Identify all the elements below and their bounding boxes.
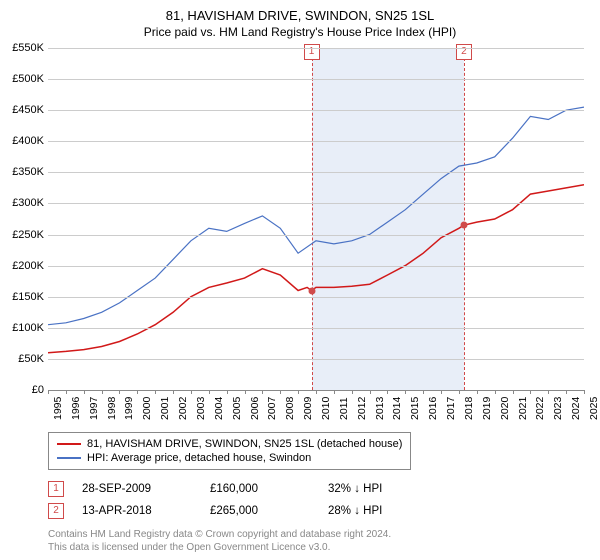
- x-label: 2010: [320, 384, 332, 420]
- footer: Contains HM Land Registry data © Crown c…: [48, 528, 391, 554]
- x-label: 1999: [123, 384, 135, 420]
- x-label: 2015: [409, 384, 421, 420]
- x-label: 2020: [499, 384, 511, 420]
- event-marker-2: 2: [48, 503, 64, 519]
- x-label: 2006: [249, 384, 261, 420]
- x-label: 2017: [445, 384, 457, 420]
- x-label: 1997: [88, 384, 100, 420]
- x-label: 2011: [338, 384, 350, 420]
- y-label: £450K: [0, 104, 44, 116]
- x-label: 2016: [427, 384, 439, 420]
- chart-subtitle: Price paid vs. HM Land Registry's House …: [0, 23, 600, 39]
- y-label: £350K: [0, 166, 44, 178]
- x-label: 2018: [463, 384, 475, 420]
- x-label: 1998: [106, 384, 118, 420]
- event-price-1: £160,000: [210, 483, 310, 495]
- x-label: 2012: [356, 384, 368, 420]
- x-label: 2003: [195, 384, 207, 420]
- x-label: 2023: [552, 384, 564, 420]
- legend-swatch-2: [57, 457, 81, 459]
- series-hpi: [48, 107, 584, 325]
- event-date-2: 13-APR-2018: [82, 505, 192, 517]
- legend: 81, HAVISHAM DRIVE, SWINDON, SN25 1SL (d…: [48, 432, 411, 470]
- x-label: 2024: [570, 384, 582, 420]
- x-label: 2007: [266, 384, 278, 420]
- y-label: £400K: [0, 135, 44, 147]
- x-label: 2002: [177, 384, 189, 420]
- event-date-1: 28-SEP-2009: [82, 483, 192, 495]
- x-label: 2021: [517, 384, 529, 420]
- chart-lines: [48, 48, 584, 390]
- x-label: 2009: [302, 384, 314, 420]
- legend-row-1: 81, HAVISHAM DRIVE, SWINDON, SN25 1SL (d…: [57, 437, 402, 451]
- event-hpi-2: 28% ↓ HPI: [328, 505, 428, 517]
- event-row-2: 2 13-APR-2018 £265,000 28% ↓ HPI: [48, 500, 428, 522]
- legend-label-2: HPI: Average price, detached house, Swin…: [87, 452, 311, 464]
- event-price-2: £265,000: [210, 505, 310, 517]
- legend-swatch-1: [57, 443, 81, 445]
- events-table: 1 28-SEP-2009 £160,000 32% ↓ HPI 2 13-AP…: [48, 478, 428, 522]
- x-label: 2013: [374, 384, 386, 420]
- x-label: 1996: [70, 384, 82, 420]
- y-label: £550K: [0, 42, 44, 54]
- y-label: £100K: [0, 322, 44, 334]
- y-label: £0: [0, 384, 44, 396]
- y-label: £300K: [0, 197, 44, 209]
- x-label: 2001: [159, 384, 171, 420]
- event-hpi-1: 32% ↓ HPI: [328, 483, 428, 495]
- legend-label-1: 81, HAVISHAM DRIVE, SWINDON, SN25 1SL (d…: [87, 438, 402, 450]
- legend-row-2: HPI: Average price, detached house, Swin…: [57, 451, 402, 465]
- chart-area: 1 2 £0£50K£100K£150K£200K£250K£300K£350K…: [48, 48, 584, 391]
- footer-line-2: This data is licensed under the Open Gov…: [48, 541, 391, 554]
- y-label: £200K: [0, 260, 44, 272]
- x-label: 2014: [391, 384, 403, 420]
- event-row-1: 1 28-SEP-2009 £160,000 32% ↓ HPI: [48, 478, 428, 500]
- chart-title: 81, HAVISHAM DRIVE, SWINDON, SN25 1SL: [0, 0, 600, 23]
- event-marker-1: 1: [48, 481, 64, 497]
- y-label: £50K: [0, 353, 44, 365]
- x-label: 2008: [284, 384, 296, 420]
- marker-dot-2: [460, 222, 467, 229]
- y-label: £250K: [0, 229, 44, 241]
- x-label: 2019: [481, 384, 493, 420]
- y-label: £150K: [0, 291, 44, 303]
- x-label: 1995: [52, 384, 64, 420]
- footer-line-1: Contains HM Land Registry data © Crown c…: [48, 528, 391, 541]
- x-label: 2004: [213, 384, 225, 420]
- marker-dot-1: [308, 287, 315, 294]
- x-label: 2005: [231, 384, 243, 420]
- x-label: 2022: [534, 384, 546, 420]
- y-label: £500K: [0, 73, 44, 85]
- x-label: 2000: [141, 384, 153, 420]
- x-label: 2025: [588, 384, 600, 420]
